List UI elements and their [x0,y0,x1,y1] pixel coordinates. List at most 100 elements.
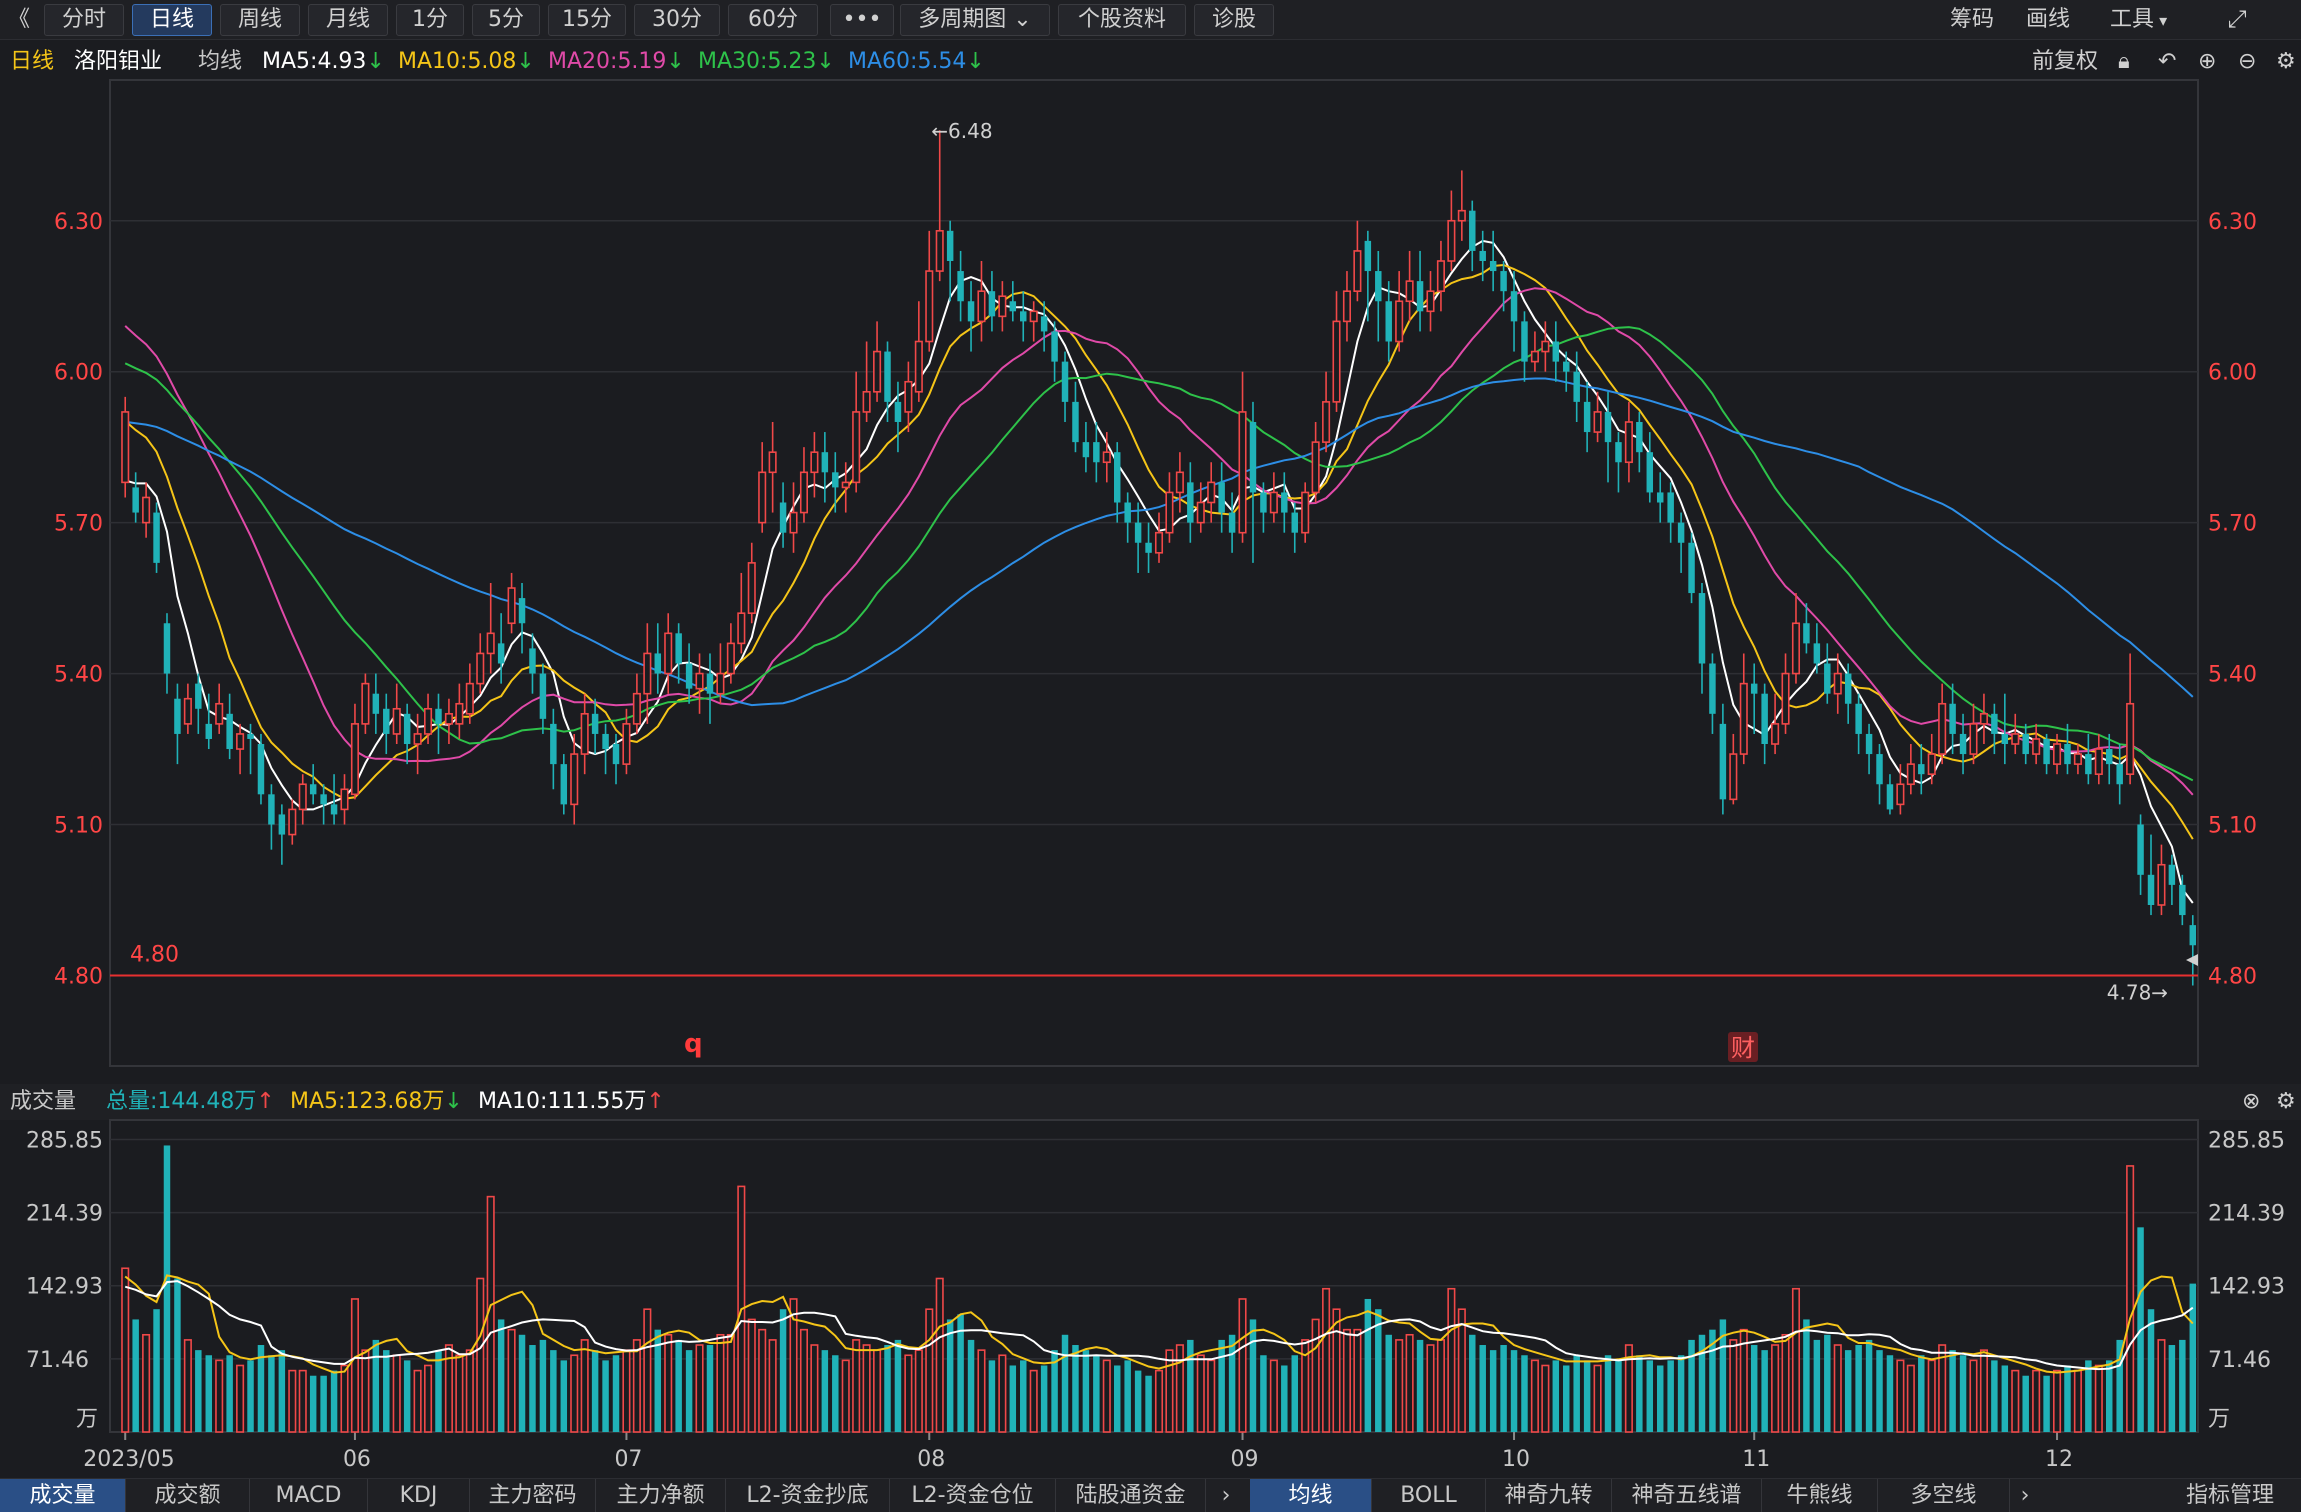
volume-bar-down [1113,1365,1121,1432]
volume-bar-down [309,1375,317,1432]
volume-bar-up [768,1339,777,1433]
candle-body-up [465,682,474,715]
candle-body-down [1510,291,1518,322]
volume-bar-up [1457,1308,1466,1433]
candle-body-up [2157,863,2166,906]
zoom-in-icon[interactable]: ⊕ [2198,49,2217,74]
candle-body-down [821,452,829,473]
price-tick-label-right: 6.00 [2208,361,2257,386]
fullscreen-icon[interactable]: ⤢ [2227,5,2247,33]
candle-body-down [1949,703,1956,734]
settings-icon[interactable]: ⚙ [2276,49,2296,74]
candle-body-up [737,612,746,645]
volume-settings-icon[interactable]: ⚙ [2276,1089,2296,1114]
indicator-tab-8[interactable]: 陆股通资金 [1056,1479,1206,1512]
kline-chart[interactable]: 6.30 6.30 6.00 6.00 5.70 5.70 5.40 5.40 5.10 5.10… [0,0,2301,1478]
diagnose-button[interactable]: 诊股 [1194,4,1274,36]
lock-icon[interactable]: 🔒︎ [2118,49,2130,74]
x-tick-label: 08 [917,1447,945,1472]
candle-body-up [1029,310,1038,323]
draw-button[interactable]: 画线 [2026,7,2071,32]
volume-bar-down [1385,1334,1392,1432]
overlay-tab-3[interactable]: 神奇五线谱 [1612,1479,1762,1512]
volume-bar-down [1604,1355,1612,1432]
back-icon[interactable]: 《 [8,7,31,32]
volume-bar-down [1145,1375,1152,1432]
event-marker-q: q [684,1029,703,1059]
volume-bar-down [1510,1350,1518,1432]
multi-period-button[interactable]: 多周期图 ⌄ [900,4,1050,36]
volume-bar-down [268,1355,275,1432]
candle-body-down [247,733,254,739]
volume-bar-down [195,1350,202,1432]
volume-bar-down [1688,1339,1695,1432]
candle-body-down [988,291,996,317]
adjust-button[interactable]: 前复权 [2032,49,2099,74]
indicator-tab-7[interactable]: L2-资金仓位 [890,1479,1056,1512]
candle-body-down [2106,749,2113,765]
tabs2-next-icon[interactable]: › [2020,1483,2030,1508]
candle-body-down [1855,703,1862,734]
zoom-out-icon[interactable]: ⊖ [2238,49,2257,74]
overlay-tab-2[interactable]: 神奇九转 [1486,1479,1612,1512]
volume-bar-up [215,1359,224,1433]
volume-bar-up [632,1339,641,1433]
price-tick-label-left: 5.10 [54,814,103,839]
period-tab-5[interactable]: 5分 [472,4,540,36]
candle-body-down [1959,733,1967,755]
price-tick-label-right: 5.70 [2208,512,2257,537]
volume-bar-down [1949,1350,1956,1432]
period-tab-8[interactable]: 60分 [728,4,818,36]
close-icon[interactable]: ⊗ [2242,1089,2261,1114]
indicator-tab-0[interactable]: 成交量 [0,1479,126,1512]
indicator-tab-6[interactable]: L2-资金抄底 [726,1479,890,1512]
candle-body-down [1093,442,1100,463]
candle-body-down [1844,673,1852,704]
volume-bar-down [1677,1355,1685,1432]
more-button[interactable]: ••• [830,4,894,36]
indicator-tab-2[interactable]: MACD [250,1479,368,1512]
overlay-tab-4[interactable]: 牛熊线 [1762,1479,1878,1512]
stock-info-button[interactable]: 个股资料 [1058,4,1186,36]
undo-icon[interactable]: ↶ [2158,49,2177,74]
volume-ma10-line [124,1280,2194,1371]
event-marker-cai: 财 [1731,1034,1755,1062]
candle-body-down [497,643,505,664]
period-tab-2[interactable]: 周线 [220,4,300,36]
indicator-tab-1[interactable]: 成交额 [126,1479,250,1512]
overlay-tab-1[interactable]: BOLL [1372,1479,1486,1512]
candle-body-down [550,723,557,765]
candle-body-down [1636,422,1643,453]
period-tab-0[interactable]: 分时 [44,4,124,36]
candle-body-down [529,648,536,674]
index-management-button[interactable]: 指标管理 [2185,1483,2274,1508]
overlay-tab-0[interactable]: 均线 [1250,1479,1372,1512]
candle-body-up [1322,401,1331,443]
period-tab-7[interactable]: 30分 [634,4,720,36]
candle-body-down [195,683,202,709]
ma-label[interactable]: 均线 [198,49,243,74]
volume-bar-up [361,1349,370,1433]
candle-body-up [1906,763,1915,786]
tools-label: 工具 [2110,7,2155,32]
volume-bar-up [1593,1364,1602,1433]
period-tab-4[interactable]: 1分 [396,4,464,36]
candle-body-down [1918,764,1925,775]
indicator-tab-5[interactable]: 主力净额 [596,1479,726,1512]
indicator-tab-3[interactable]: KDJ [368,1479,470,1512]
ma20-value: MA20:5.19↓ [548,49,685,74]
volume-bar-down [1260,1355,1267,1432]
period-tab-1[interactable]: 日线 [132,4,212,36]
chips-button[interactable]: 筹码 [1950,7,1995,32]
volume-bar-up [2011,1369,2020,1433]
volume-title[interactable]: 成交量 [10,1089,77,1114]
period-tab-6[interactable]: 15分 [548,4,626,36]
volume-bar-down [779,1309,787,1432]
tools-button[interactable]: 工具 ▾ [2110,4,2167,36]
candle-body-down [1260,492,1267,513]
tabs-next-icon[interactable]: › [1221,1483,1231,1508]
period-tab-3[interactable]: 月线 [308,4,388,36]
indicator-tab-4[interactable]: 主力密码 [470,1479,596,1512]
overlay-tab-5[interactable]: 多空线 [1878,1479,2010,1512]
volume-bar-up [914,1349,923,1433]
